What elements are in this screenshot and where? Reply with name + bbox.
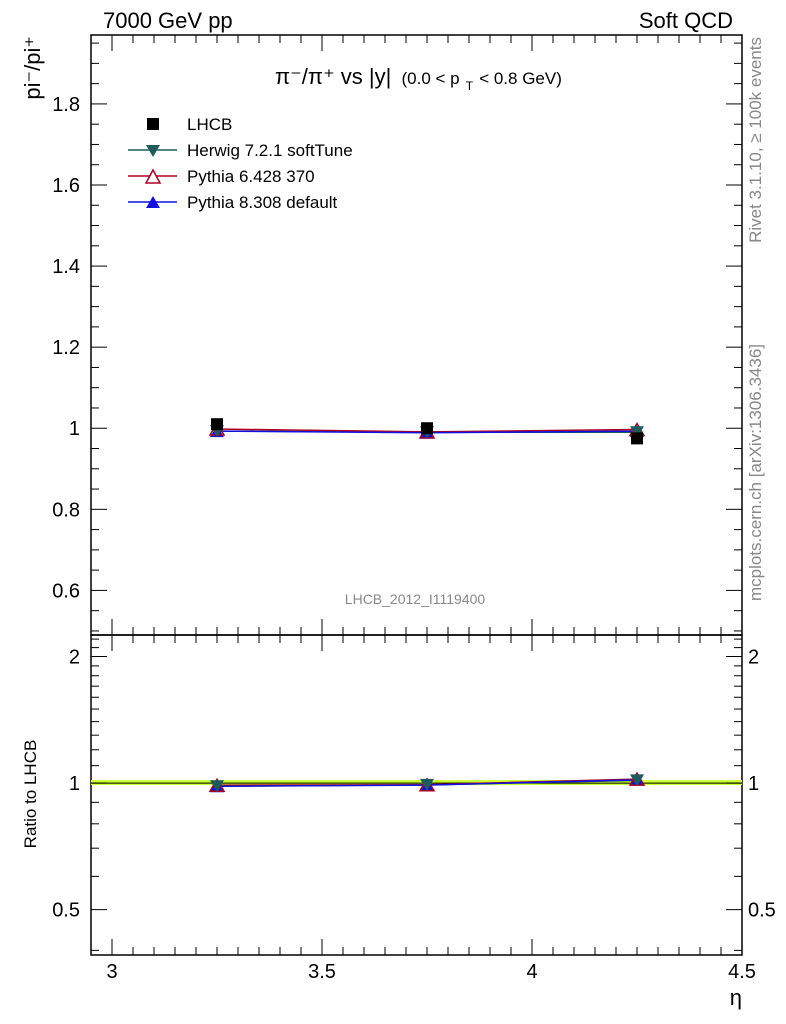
y-tick-label: 1.2 <box>52 337 80 359</box>
ratio-y-tick-label: 0.5 <box>52 900 80 922</box>
data-point-herwig <box>630 426 644 439</box>
legend-label-lhcb: LHCB <box>187 115 232 134</box>
ratio-y-tick-label-right: 0.5 <box>748 900 776 922</box>
x-axis-label: η <box>730 985 742 1010</box>
ratio-y-tick-label: 1 <box>69 773 80 795</box>
legend-marker-pythia6 <box>144 168 162 184</box>
y-tick-label: 0.6 <box>52 580 80 602</box>
chart-title-sub-idx: T <box>466 79 474 93</box>
ratio-y-tick-label: 2 <box>69 647 80 669</box>
data-point-lhcb <box>421 422 433 435</box>
main-y-ticks: 0.6 0.8 1 1.2 1.4 1.6 1.8 <box>52 42 742 632</box>
header-left: 7000 GeV pp <box>103 8 233 33</box>
ratio-point-herwig <box>420 778 434 791</box>
legend-marker-pythia8 <box>146 196 160 208</box>
x-tick-label: 4 <box>526 961 537 983</box>
ratio-y-tick-label-right: 2 <box>748 647 759 669</box>
y-tick-label: 1.4 <box>52 256 80 278</box>
analysis-watermark: LHCB_2012_I1119400 <box>345 591 486 607</box>
legend: LHCB Herwig 7.2.1 softTune Pythia 6.428 … <box>128 115 353 212</box>
y-tick-label: 1 <box>69 418 80 440</box>
ratio-y-ticks: 0.5 0.5 1 1 2 2 <box>52 638 776 951</box>
data-point-lhcb <box>631 432 643 445</box>
x-tick-label: 4.5 <box>728 961 756 983</box>
rivet-label: Rivet 3.1.10, ≥ 100k events <box>746 37 765 243</box>
header-right: Soft QCD <box>639 8 733 33</box>
ratio-point-herwig <box>630 774 644 787</box>
y-tick-label: 0.8 <box>52 499 80 521</box>
y-axis-label: pi⁻/pi⁺ <box>20 36 45 100</box>
chart-title-main: π⁻/π⁺ vs |y| <box>275 64 391 89</box>
legend-label-pythia6: Pythia 6.428 370 <box>187 167 315 186</box>
chart-title: π⁻/π⁺ vs |y| (0.0 < p T < 0.8 GeV) <box>275 64 562 95</box>
ratio-y-tick-label-right: 1 <box>748 773 759 795</box>
x-tick-label: 3 <box>106 961 117 983</box>
chart-title-sub: (0.0 < p <box>401 69 459 88</box>
main-series <box>208 418 646 445</box>
ratio-series <box>208 771 646 793</box>
mcplots-label: mcplots.cern.ch [arXiv:1306.3436] <box>746 344 765 601</box>
ratio-y-axis-label: Ratio to LHCB <box>21 740 40 849</box>
x-tick-label: 3.5 <box>308 961 336 983</box>
legend-marker-lhcb <box>147 118 159 130</box>
data-point-lhcb <box>211 418 223 431</box>
ratio-point-herwig <box>210 780 224 793</box>
y-tick-label: 1.6 <box>52 175 80 197</box>
legend-marker-herwig <box>146 145 160 157</box>
chart-title-sub-end: < 0.8 GeV) <box>479 69 562 88</box>
ratio-plot-frame <box>90 634 743 956</box>
y-tick-label: 1.8 <box>52 94 80 116</box>
legend-label-herwig: Herwig 7.2.1 softTune <box>187 141 353 160</box>
x-ticks: 3 3.5 4 4.5 <box>90 35 756 983</box>
legend-label-pythia8: Pythia 8.308 default <box>187 193 338 212</box>
